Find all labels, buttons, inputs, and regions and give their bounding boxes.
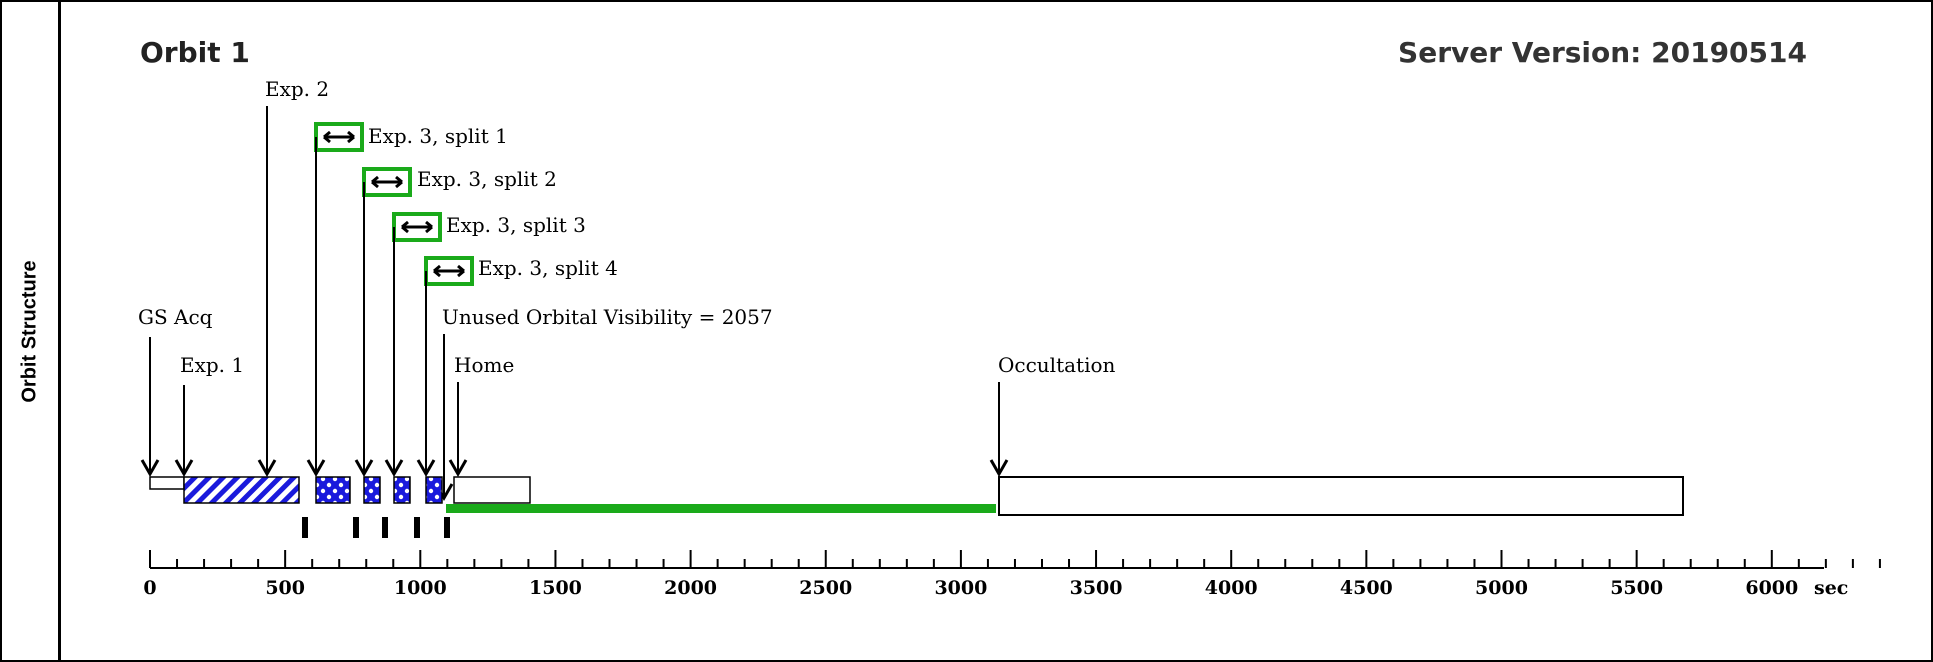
split-markers — [302, 517, 450, 538]
tick-label: 0 — [143, 577, 156, 599]
label-split4: Exp. 3, split 4 — [478, 256, 618, 280]
tick-label: 3000 — [934, 577, 987, 599]
tick-label: 3500 — [1070, 577, 1123, 599]
tick-label: 2500 — [799, 577, 852, 599]
split3-bar — [394, 477, 410, 503]
tick-label: 4000 — [1205, 577, 1258, 599]
label-exp1: Exp. 1 — [180, 353, 244, 377]
label-split3: Exp. 3, split 3 — [446, 213, 586, 237]
gs-acq-bar — [150, 477, 184, 489]
unused-visibility-bar — [446, 504, 996, 513]
axis-unit-label: sec — [1814, 577, 1848, 599]
split4-indicator-icon — [426, 258, 472, 284]
tick-label: 1000 — [394, 577, 447, 599]
occultation-bar — [999, 477, 1683, 515]
split3-indicator-icon — [394, 214, 440, 240]
label-home: Home — [454, 353, 514, 377]
label-gs-acq: GS Acq — [138, 305, 213, 329]
exp1-exp2-bar — [184, 477, 299, 503]
tick-label: 500 — [265, 577, 305, 599]
label-split2: Exp. 3, split 2 — [417, 167, 557, 191]
split2-indicator-icon — [364, 169, 410, 195]
tick-label: 4500 — [1340, 577, 1393, 599]
time-axis-tick-labels: 0 500 1000 1500 2000 2500 3000 3500 4000 4500 5000… — [143, 577, 1798, 599]
event-arrows — [150, 106, 999, 496]
label-exp2: Exp. 2 — [265, 77, 329, 101]
label-split1: Exp. 3, split 1 — [368, 124, 508, 148]
label-occultation: Occultation — [998, 353, 1116, 377]
label-unused-visibility: Unused Orbital Visibility = 2057 — [442, 305, 773, 329]
home-bar — [454, 477, 530, 503]
split1-indicator-icon — [316, 124, 362, 150]
tick-label: 6000 — [1745, 577, 1798, 599]
split4-bar — [426, 477, 442, 503]
tick-label: 5500 — [1610, 577, 1663, 599]
time-axis-ticks — [150, 550, 1880, 568]
tick-label: 2000 — [664, 577, 717, 599]
split1-bar — [316, 477, 350, 503]
split2-bar — [364, 477, 380, 503]
tick-label: 1500 — [529, 577, 582, 599]
tick-label: 5000 — [1475, 577, 1528, 599]
